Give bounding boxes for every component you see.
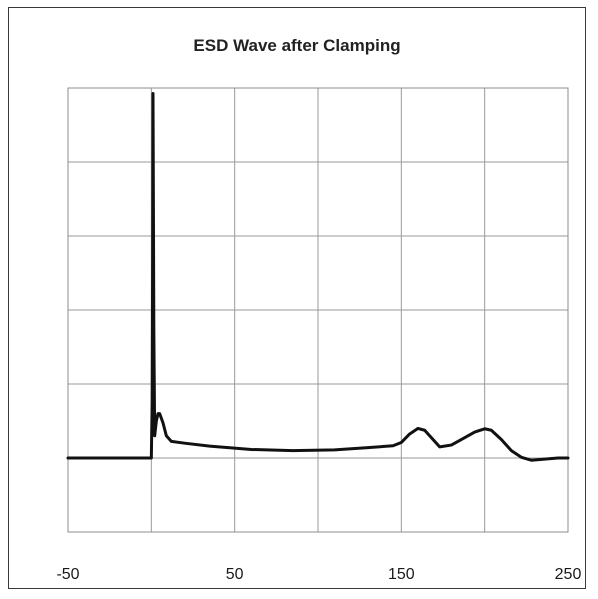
- x-tick-label-2: 50: [226, 566, 244, 583]
- x-tick-labels: -50 50 150 250: [56, 566, 581, 583]
- x-tick-label-4: 150: [388, 566, 415, 583]
- x-tick-label-6: 250: [555, 566, 582, 583]
- series-line: [66, 92, 570, 462]
- grid-layer: [67, 87, 569, 533]
- chart-title: ESD Wave after Clamping: [193, 36, 401, 55]
- plot-area-border: [67, 87, 569, 533]
- chart-frame: ESD Wave after Clamping: [8, 7, 586, 589]
- x-tick-label-0: -50: [56, 566, 79, 583]
